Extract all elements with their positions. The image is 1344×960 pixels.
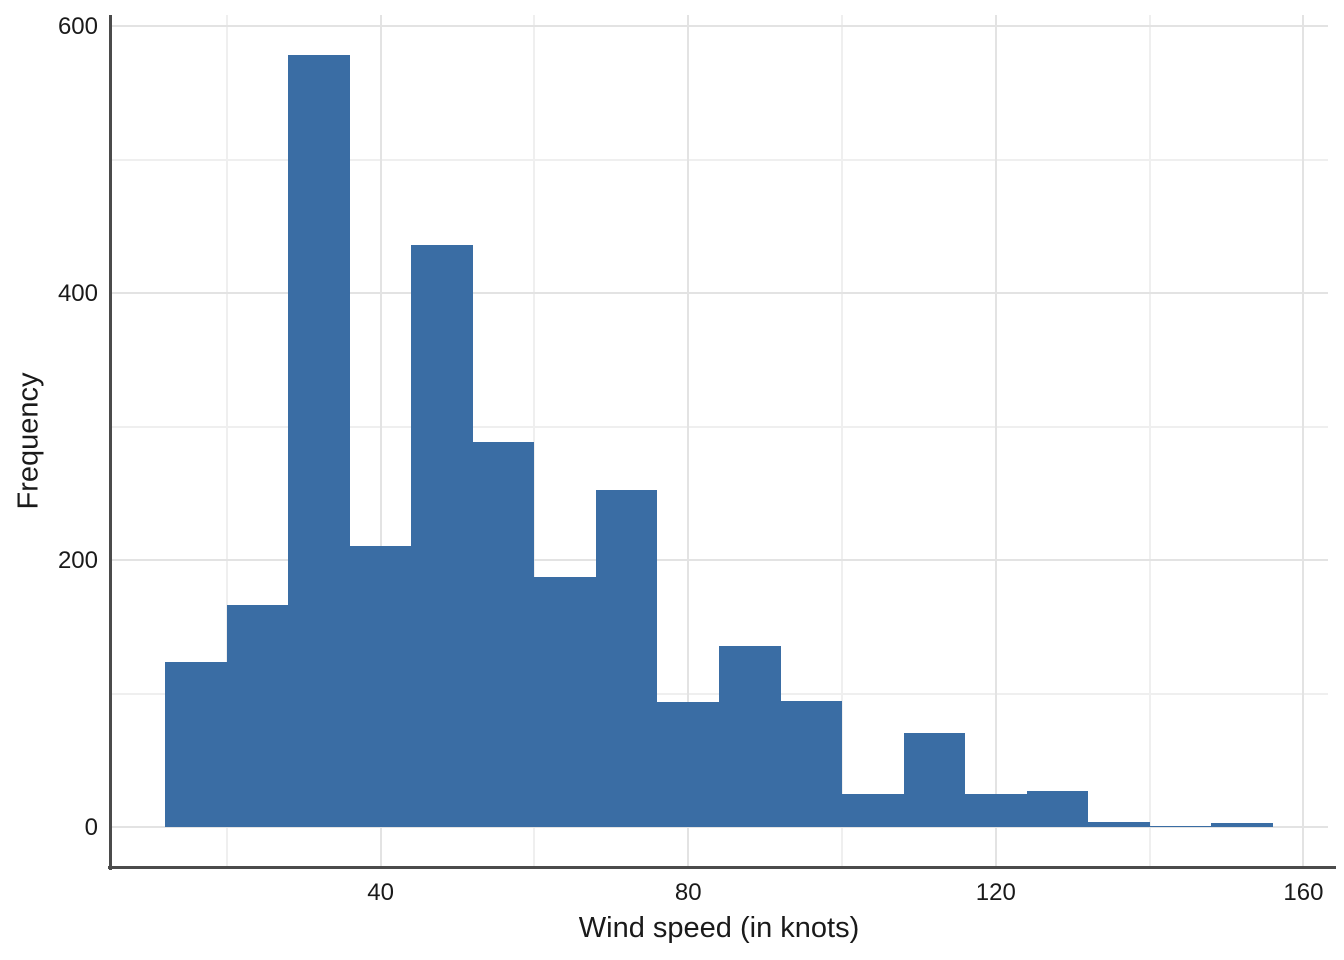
histogram-bar <box>1149 826 1212 828</box>
histogram-bar <box>965 794 1027 828</box>
y-tick-label: 400 <box>57 280 98 308</box>
x-tick-label: 120 <box>975 879 1016 906</box>
y-tick-label: 600 <box>57 13 98 41</box>
histogram-bar <box>534 576 596 828</box>
y-major-gridline <box>110 25 1328 28</box>
x-major-gridline <box>1302 15 1305 867</box>
histogram-bar <box>1026 791 1089 828</box>
y-tick-label: 200 <box>57 547 98 575</box>
histogram-bar <box>288 54 350 828</box>
histogram-bar <box>1088 822 1150 828</box>
x-tick-label: 80 <box>674 879 702 906</box>
histogram-bar <box>165 661 227 828</box>
y-major-gridline <box>110 292 1328 295</box>
x-major-gridline <box>379 15 382 867</box>
histogram-bar <box>1211 823 1273 828</box>
histogram-bar <box>472 441 535 828</box>
histogram-bar <box>226 604 289 828</box>
histogram-bar <box>780 700 842 828</box>
histogram-bar <box>411 245 473 828</box>
x-axis-spine <box>108 866 1336 869</box>
x-minor-gridline <box>225 15 228 867</box>
x-axis-title: Wind speed (in knots) <box>578 912 860 944</box>
y-minor-gridline <box>110 425 1328 428</box>
histogram-bar <box>595 489 658 828</box>
x-major-gridline <box>994 15 997 867</box>
x-minor-gridline <box>1148 15 1151 867</box>
y-axis-spine <box>109 15 112 870</box>
y-major-gridline <box>110 826 1328 829</box>
x-tick-label: 160 <box>1283 879 1324 906</box>
x-minor-gridline <box>841 15 844 867</box>
histogram-bar <box>719 645 781 828</box>
x-major-gridline <box>687 15 690 867</box>
histogram-bar <box>842 794 904 828</box>
histogram-bar <box>903 732 966 828</box>
y-major-gridline <box>110 559 1328 562</box>
y-tick-label: 0 <box>84 814 98 842</box>
x-tick-label: 40 <box>367 879 395 906</box>
x-minor-gridline <box>533 15 536 867</box>
histogram-bar <box>657 701 719 828</box>
y-axis-title: Frequency <box>12 372 45 510</box>
y-minor-gridline <box>110 158 1328 161</box>
histogram-bar <box>349 545 412 828</box>
